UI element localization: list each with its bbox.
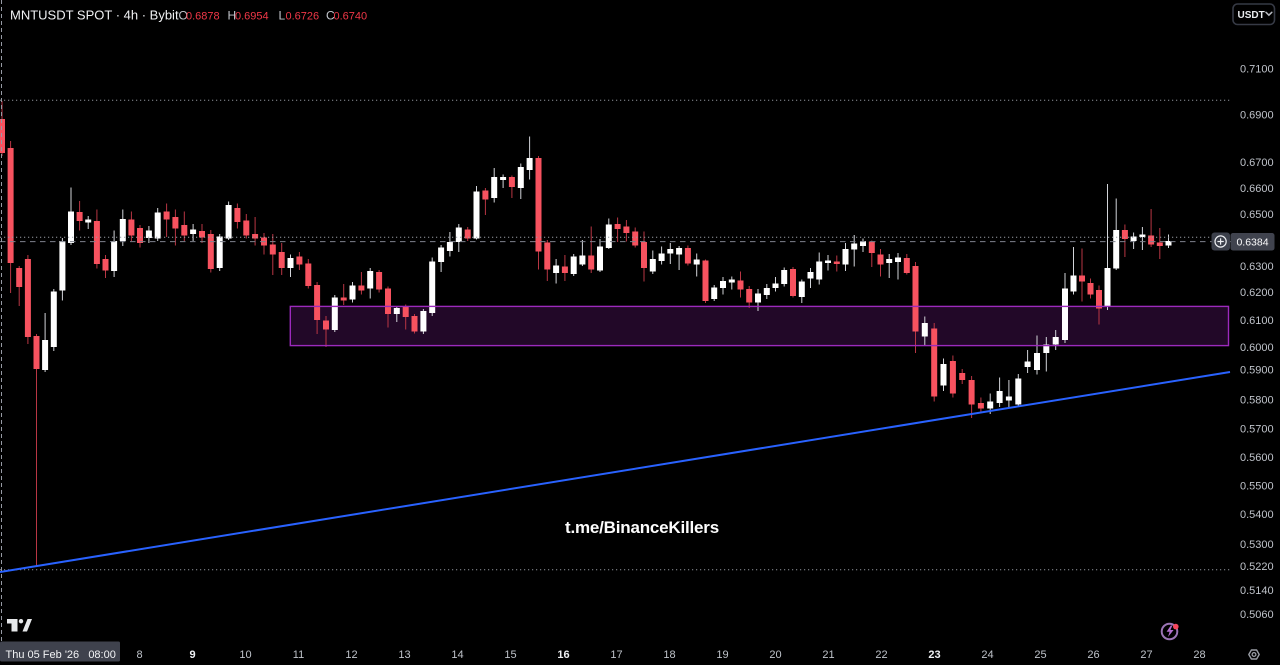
svg-text:t.me/BinanceKillers: t.me/BinanceKillers [565,518,719,537]
svg-text:26: 26 [1087,649,1099,661]
svg-text:0.5500: 0.5500 [1240,481,1274,493]
svg-text:0.5700: 0.5700 [1240,424,1274,436]
svg-text:0.7100: 0.7100 [1240,64,1274,76]
svg-text:0.6200: 0.6200 [1240,287,1274,299]
svg-text:H: H [228,9,237,23]
svg-text:14: 14 [451,649,463,661]
svg-text:L: L [279,9,286,23]
svg-text:15: 15 [504,649,516,661]
svg-text:8: 8 [136,649,142,661]
svg-text:0.5800: 0.5800 [1240,395,1274,407]
svg-text:23: 23 [928,649,940,661]
svg-text:0.5400: 0.5400 [1240,509,1274,521]
svg-text:28: 28 [1193,649,1205,661]
svg-text:19: 19 [716,649,728,661]
svg-text:13: 13 [398,649,410,661]
svg-text:18: 18 [663,649,675,661]
svg-text:0.5220: 0.5220 [1240,561,1274,573]
svg-text:USDT: USDT [1238,10,1265,21]
svg-text:0.6740: 0.6740 [334,11,368,23]
svg-text:0.6878: 0.6878 [186,11,220,23]
svg-text:22: 22 [875,649,887,661]
svg-text:0.6384: 0.6384 [1236,236,1268,248]
svg-text:16: 16 [557,649,569,661]
svg-text:C: C [326,9,335,23]
svg-text:0.6726: 0.6726 [286,11,320,23]
svg-text:0.5600: 0.5600 [1240,452,1274,464]
svg-text:12: 12 [345,649,357,661]
svg-text:25: 25 [1034,649,1046,661]
svg-text:9: 9 [189,649,195,661]
svg-text:0.6600: 0.6600 [1240,183,1274,195]
svg-text:0.5300: 0.5300 [1240,539,1274,551]
svg-text:0.6100: 0.6100 [1240,315,1274,327]
svg-text:0.6500: 0.6500 [1240,209,1274,221]
svg-text:0.5060: 0.5060 [1240,609,1274,621]
svg-text:0.6900: 0.6900 [1240,110,1274,122]
svg-text:10: 10 [239,649,251,661]
svg-text:17: 17 [610,649,622,661]
svg-text:O: O [179,9,188,23]
svg-text:24: 24 [981,649,993,661]
svg-text:27: 27 [1140,649,1152,661]
svg-text:21: 21 [822,649,834,661]
svg-text:0.5900: 0.5900 [1240,365,1274,377]
svg-text:0.6954: 0.6954 [235,11,269,23]
svg-text:MNTUSDT SPOT · 4h · Bybit: MNTUSDT SPOT · 4h · Bybit [10,8,179,23]
svg-text:20: 20 [769,649,781,661]
svg-text:0.5140: 0.5140 [1240,585,1274,597]
svg-text:0.6000: 0.6000 [1240,342,1274,354]
svg-text:11: 11 [293,649,304,661]
svg-text:0.6300: 0.6300 [1240,261,1274,273]
svg-text:Thu 05 Feb '26 08:00: Thu 05 Feb '26 08:00 [6,649,116,661]
svg-text:0.6700: 0.6700 [1240,157,1274,169]
